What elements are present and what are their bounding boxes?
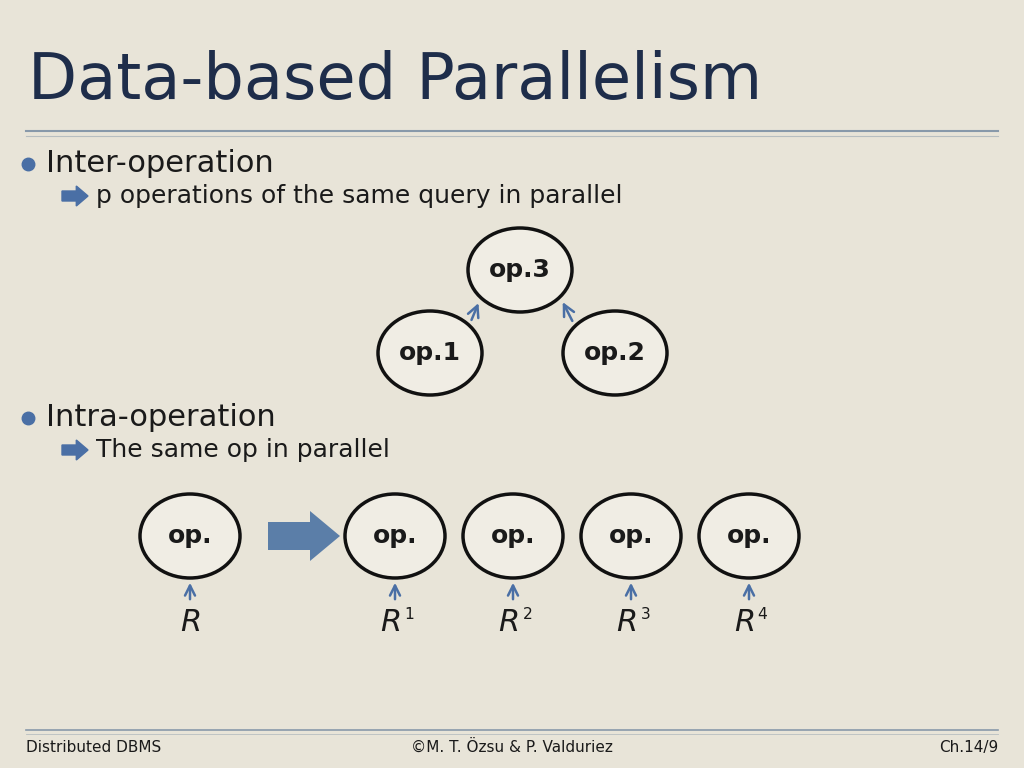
Text: $R$: $R$ bbox=[615, 608, 636, 637]
Text: $_4$: $_4$ bbox=[758, 602, 769, 622]
Text: $R$: $R$ bbox=[180, 608, 200, 637]
Text: op.: op. bbox=[727, 524, 771, 548]
Text: op.1: op.1 bbox=[399, 341, 461, 365]
Text: Data-based Parallelism: Data-based Parallelism bbox=[28, 50, 762, 112]
Text: op.: op. bbox=[608, 524, 653, 548]
Ellipse shape bbox=[140, 494, 240, 578]
FancyArrow shape bbox=[268, 511, 340, 561]
Ellipse shape bbox=[468, 228, 572, 312]
Ellipse shape bbox=[699, 494, 799, 578]
Text: op.: op. bbox=[490, 524, 536, 548]
Text: $_1$: $_1$ bbox=[403, 602, 415, 622]
Text: Intra-operation: Intra-operation bbox=[46, 403, 275, 432]
Text: op.3: op.3 bbox=[489, 258, 551, 282]
Text: $_3$: $_3$ bbox=[640, 602, 650, 622]
Text: Inter-operation: Inter-operation bbox=[46, 150, 273, 178]
Text: p operations of the same query in parallel: p operations of the same query in parall… bbox=[96, 184, 623, 208]
Text: $R$: $R$ bbox=[380, 608, 400, 637]
Text: op.: op. bbox=[168, 524, 212, 548]
Text: $_2$: $_2$ bbox=[522, 602, 532, 622]
FancyArrow shape bbox=[62, 186, 88, 206]
FancyArrow shape bbox=[62, 440, 88, 460]
Text: op.: op. bbox=[373, 524, 417, 548]
Text: ©M. T. Özsu & P. Valduriez: ©M. T. Özsu & P. Valduriez bbox=[411, 740, 613, 755]
Ellipse shape bbox=[581, 494, 681, 578]
Ellipse shape bbox=[463, 494, 563, 578]
Text: $R$: $R$ bbox=[498, 608, 518, 637]
Text: op.2: op.2 bbox=[584, 341, 646, 365]
Text: The same op in parallel: The same op in parallel bbox=[96, 438, 390, 462]
Text: Ch.14/9: Ch.14/9 bbox=[939, 740, 998, 755]
Ellipse shape bbox=[378, 311, 482, 395]
Ellipse shape bbox=[345, 494, 445, 578]
Text: $R$: $R$ bbox=[734, 608, 754, 637]
Ellipse shape bbox=[563, 311, 667, 395]
Text: Distributed DBMS: Distributed DBMS bbox=[26, 740, 161, 755]
